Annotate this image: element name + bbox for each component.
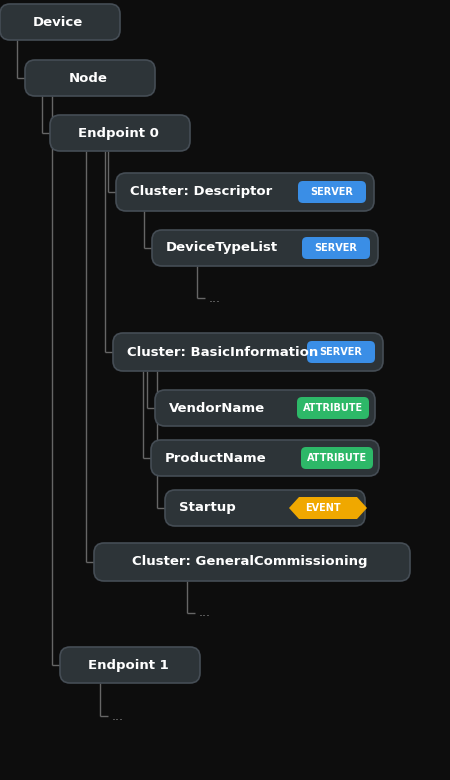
Text: ATTRIBUTE: ATTRIBUTE xyxy=(307,453,367,463)
FancyBboxPatch shape xyxy=(155,390,375,426)
Text: ...: ... xyxy=(112,710,124,722)
FancyBboxPatch shape xyxy=(297,397,369,419)
Text: DeviceTypeList: DeviceTypeList xyxy=(166,242,278,254)
Text: ATTRIBUTE: ATTRIBUTE xyxy=(303,403,363,413)
FancyBboxPatch shape xyxy=(50,115,190,151)
FancyBboxPatch shape xyxy=(301,447,373,469)
Text: Endpoint 1: Endpoint 1 xyxy=(88,658,168,672)
FancyBboxPatch shape xyxy=(152,230,378,266)
Text: Cluster: Descriptor: Cluster: Descriptor xyxy=(130,186,272,198)
Text: SERVER: SERVER xyxy=(320,347,362,357)
Text: Cluster: BasicInformation: Cluster: BasicInformation xyxy=(127,346,318,359)
FancyBboxPatch shape xyxy=(25,60,155,96)
Text: SERVER: SERVER xyxy=(310,187,353,197)
FancyBboxPatch shape xyxy=(94,543,410,581)
FancyBboxPatch shape xyxy=(151,440,379,476)
FancyBboxPatch shape xyxy=(165,490,365,526)
Text: SERVER: SERVER xyxy=(315,243,357,253)
Text: Device: Device xyxy=(33,16,83,29)
Text: Startup: Startup xyxy=(179,502,236,515)
FancyBboxPatch shape xyxy=(60,647,200,683)
FancyBboxPatch shape xyxy=(302,237,370,259)
Text: Endpoint 0: Endpoint 0 xyxy=(77,126,158,140)
Text: ProductName: ProductName xyxy=(165,452,266,465)
Text: EVENT: EVENT xyxy=(305,503,341,513)
Text: ...: ... xyxy=(209,292,221,304)
FancyBboxPatch shape xyxy=(0,4,120,40)
FancyBboxPatch shape xyxy=(116,173,374,211)
FancyBboxPatch shape xyxy=(113,333,383,371)
Text: ...: ... xyxy=(199,607,211,619)
FancyBboxPatch shape xyxy=(307,341,375,363)
Text: VendorName: VendorName xyxy=(169,402,265,414)
Polygon shape xyxy=(289,497,367,519)
Text: Cluster: GeneralCommissioning: Cluster: GeneralCommissioning xyxy=(132,555,368,569)
FancyBboxPatch shape xyxy=(298,181,366,203)
Text: Node: Node xyxy=(68,72,108,84)
